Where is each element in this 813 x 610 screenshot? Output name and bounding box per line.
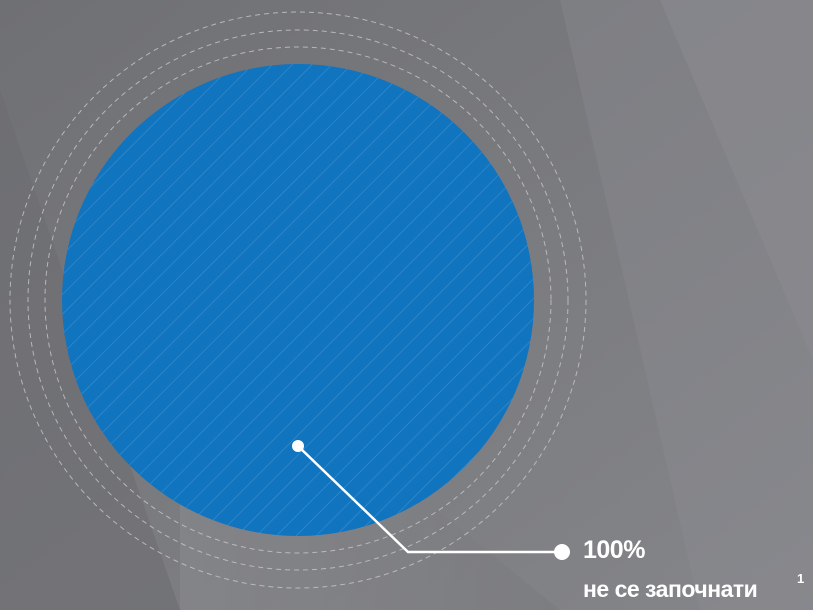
slice-value-label: 100%: [583, 536, 645, 564]
leader-line: [297, 445, 562, 554]
leader-start-dot: [292, 440, 304, 452]
dashed-ring-outer: [9, 11, 587, 589]
slice-category-label: не се започнати: [583, 576, 758, 602]
leader-end-dot: [554, 544, 570, 560]
pie-slice-not-started: [62, 64, 534, 536]
dashed-ring-inner: [44, 46, 552, 554]
dashed-ring-middle: [27, 29, 569, 571]
footnote-marker: 1: [797, 571, 805, 586]
